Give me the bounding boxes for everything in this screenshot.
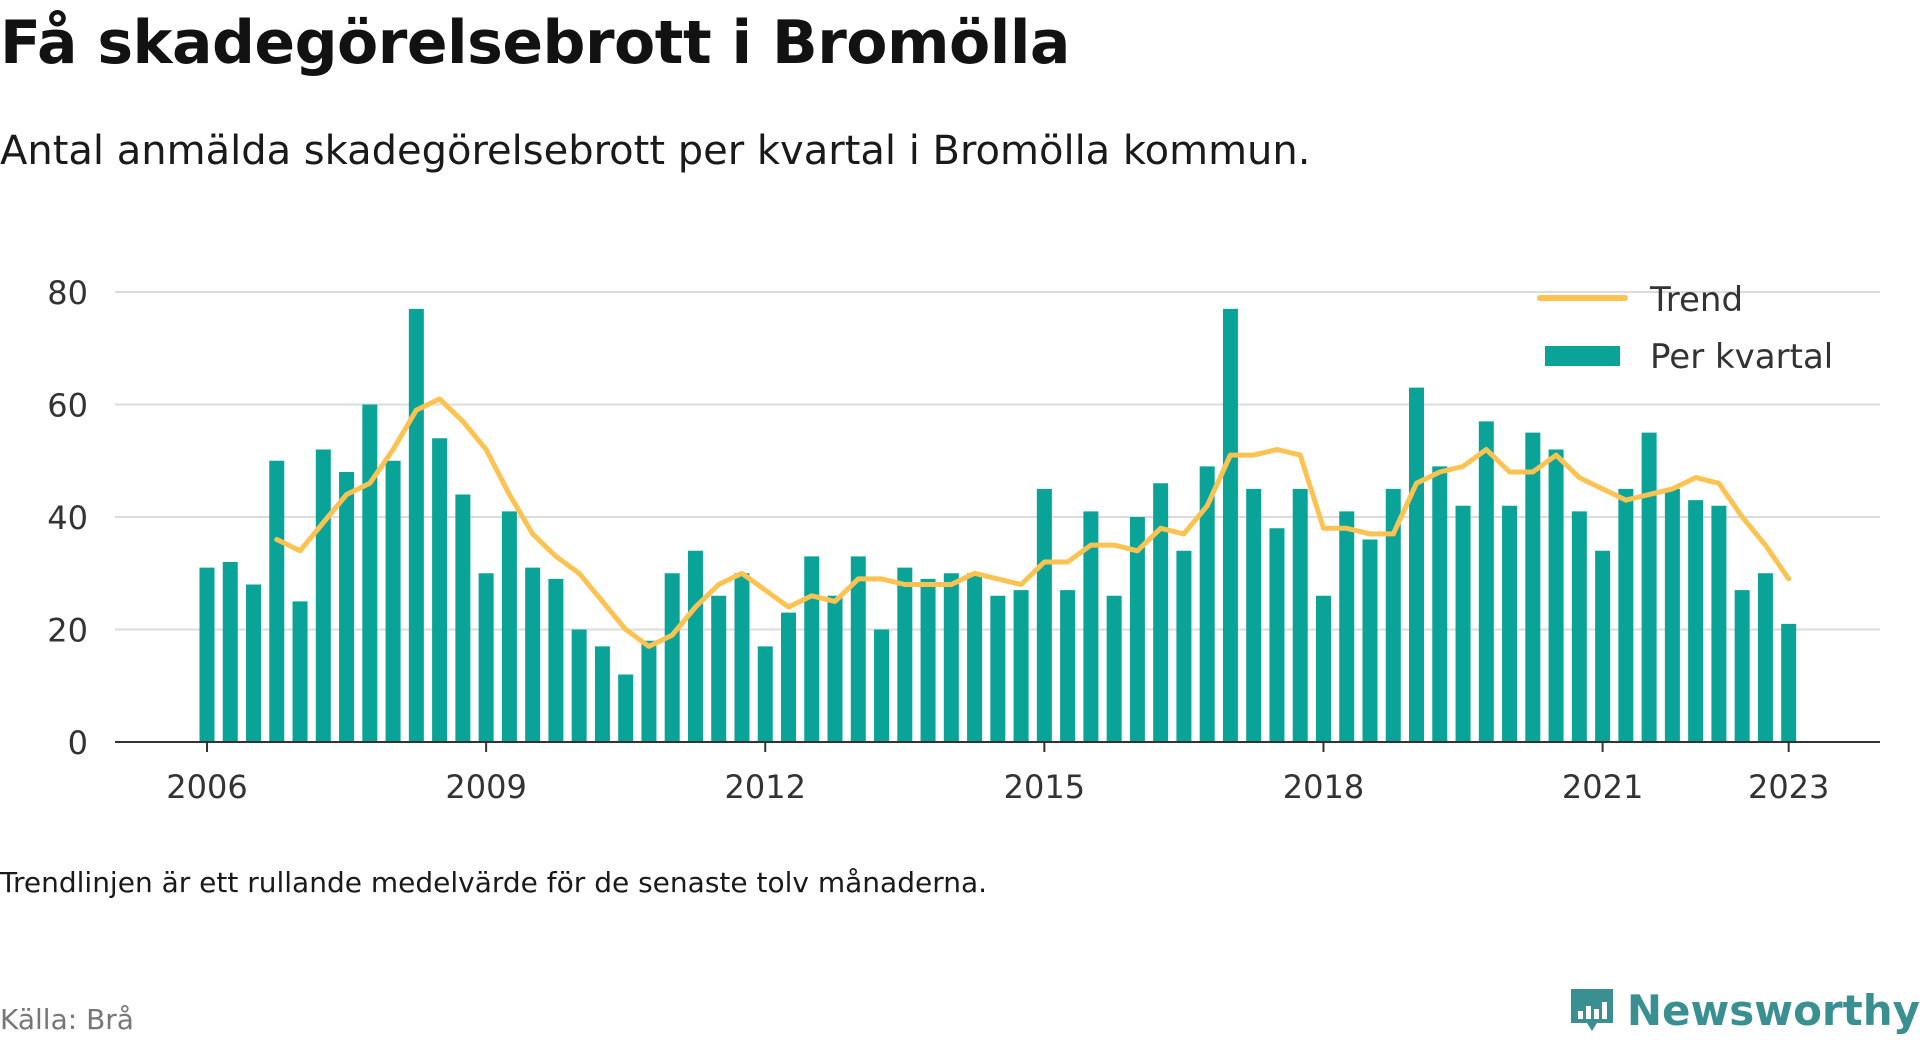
x-tick-label: 2015 bbox=[1004, 768, 1085, 806]
bar bbox=[757, 646, 773, 742]
bar bbox=[1734, 590, 1750, 742]
bar bbox=[246, 584, 262, 742]
x-tick-label: 2006 bbox=[166, 768, 247, 806]
bar bbox=[781, 612, 796, 742]
bar bbox=[664, 573, 680, 742]
bar bbox=[1641, 432, 1657, 742]
bar bbox=[571, 629, 587, 742]
bar bbox=[1688, 500, 1704, 742]
x-tick-label: 2012 bbox=[725, 768, 806, 806]
bar bbox=[1478, 421, 1494, 742]
bar bbox=[1618, 488, 1634, 742]
x-axis-ticks: 2006 2009 2012 2015 2018 2021 2023 bbox=[166, 742, 1829, 806]
bar bbox=[1455, 505, 1471, 742]
bar bbox=[641, 640, 657, 742]
bar bbox=[804, 556, 820, 742]
y-tick-label: 20 bbox=[47, 612, 88, 650]
bar bbox=[1757, 573, 1773, 742]
y-tick-label: 60 bbox=[47, 387, 88, 425]
bar bbox=[408, 308, 424, 742]
bar bbox=[1129, 517, 1145, 742]
bar bbox=[385, 460, 401, 742]
bar bbox=[1292, 488, 1308, 742]
legend-per-kvartal-label: Per kvartal bbox=[1650, 337, 1833, 377]
bar bbox=[1664, 488, 1680, 742]
bar bbox=[315, 449, 331, 742]
bar bbox=[1036, 488, 1052, 742]
bar bbox=[339, 472, 355, 742]
bar bbox=[199, 567, 215, 742]
bar bbox=[920, 578, 936, 742]
bar bbox=[897, 567, 913, 742]
bar bbox=[943, 573, 959, 742]
x-tick-label: 2018 bbox=[1283, 768, 1364, 806]
bar bbox=[1362, 539, 1378, 742]
bar bbox=[1176, 550, 1192, 742]
y-tick-label: 80 bbox=[47, 274, 88, 312]
bar bbox=[269, 460, 285, 742]
bar bbox=[1571, 511, 1587, 742]
newsworthy-logo-icon bbox=[1570, 989, 1613, 1031]
bar bbox=[1781, 623, 1797, 742]
bar bbox=[1595, 550, 1611, 742]
y-tick-label: 40 bbox=[47, 499, 88, 537]
brand-logo[interactable]: Newsworthy bbox=[1567, 985, 1920, 1035]
bar bbox=[1339, 511, 1355, 742]
bar bbox=[618, 674, 634, 742]
bar bbox=[711, 595, 727, 742]
bar bbox=[455, 494, 471, 742]
bar bbox=[292, 601, 308, 742]
bar bbox=[687, 550, 703, 742]
bar bbox=[967, 573, 983, 742]
bar bbox=[501, 511, 517, 742]
y-tick-label: 0 bbox=[68, 724, 88, 762]
legend-per-kvartal-swatch bbox=[1545, 346, 1620, 366]
source-credit: Källa: Brå bbox=[0, 1003, 134, 1036]
bar-series-per-kvartal bbox=[199, 308, 1797, 742]
bar bbox=[1013, 590, 1029, 742]
bar bbox=[734, 573, 750, 742]
bar bbox=[1199, 466, 1215, 742]
chart-title: Få skadegörelsebrott i Bromölla bbox=[0, 8, 1070, 78]
x-tick-label: 2009 bbox=[445, 768, 526, 806]
x-tick-label: 2021 bbox=[1562, 768, 1643, 806]
bar bbox=[850, 556, 866, 742]
bar bbox=[827, 595, 843, 742]
bar bbox=[1315, 595, 1331, 742]
bar bbox=[548, 578, 564, 742]
bar bbox=[1502, 505, 1518, 742]
footnote: Trendlinjen är ett rullande medelvärde f… bbox=[0, 866, 988, 899]
bar bbox=[432, 438, 448, 742]
chart: 0 20 40 60 80 2006 2009 2012 2015 2018 2021 2023 T… bbox=[47, 274, 1880, 806]
bar bbox=[1525, 432, 1541, 742]
bar bbox=[1548, 449, 1564, 742]
bar bbox=[1060, 590, 1076, 742]
bar bbox=[1432, 466, 1448, 742]
x-tick-label: 2023 bbox=[1748, 768, 1829, 806]
bar bbox=[1385, 488, 1401, 742]
bar bbox=[1083, 511, 1099, 742]
bar bbox=[1269, 528, 1285, 742]
bar bbox=[222, 562, 238, 742]
brand-name: Newsworthy bbox=[1626, 985, 1920, 1035]
bar bbox=[1106, 595, 1122, 742]
legend-trend-label: Trend bbox=[1649, 280, 1743, 320]
bar bbox=[990, 595, 1006, 742]
chart-subtitle: Antal anmälda skadegörelsebrott per kvar… bbox=[0, 128, 1311, 174]
bar bbox=[1246, 488, 1262, 742]
bar bbox=[594, 646, 610, 742]
y-axis-tick-labels: 0 20 40 60 80 bbox=[47, 274, 88, 762]
bar bbox=[525, 567, 541, 742]
bar bbox=[362, 404, 378, 742]
bar bbox=[1409, 387, 1425, 742]
trend-line bbox=[274, 396, 1792, 649]
bar bbox=[1153, 483, 1169, 742]
bar bbox=[1222, 308, 1238, 742]
bar bbox=[874, 629, 890, 742]
bar bbox=[1711, 505, 1727, 742]
bar bbox=[478, 573, 494, 742]
legend: Trend Per kvartal bbox=[1537, 280, 1833, 377]
